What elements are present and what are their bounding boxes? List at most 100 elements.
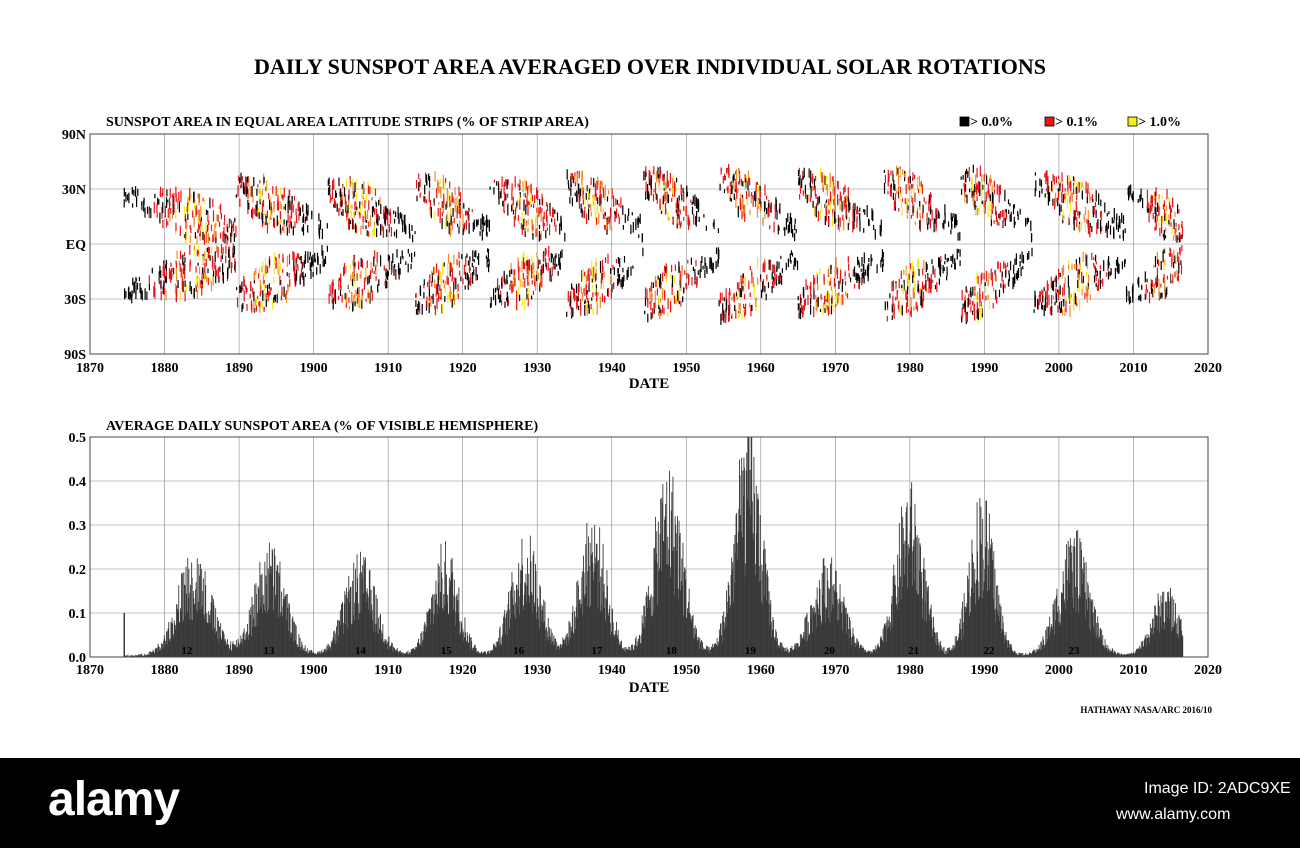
butterfly-mark [1041, 305, 1043, 310]
butterfly-mark [1178, 209, 1180, 214]
butterfly-mark [346, 178, 348, 188]
area-bar [703, 649, 705, 657]
butterfly-mark [698, 216, 700, 222]
butterfly-mark [999, 212, 1001, 221]
butterfly-mark [376, 228, 378, 237]
butterfly-mark [449, 225, 451, 237]
butterfly-mark [275, 186, 277, 196]
butterfly-mark [286, 220, 288, 227]
butterfly-mark [533, 262, 535, 272]
area-bar [391, 642, 393, 657]
butterfly-mark [204, 251, 206, 261]
butterfly-mark [441, 201, 443, 208]
butterfly-mark [582, 187, 584, 199]
butterfly-mark [905, 302, 908, 313]
butterfly-mark [816, 274, 818, 284]
area-bar [334, 630, 336, 657]
area-bar [370, 612, 371, 657]
area-bar [418, 638, 419, 657]
butterfly-mark [522, 257, 525, 269]
butterfly-mark [1145, 284, 1147, 291]
butterfly-mark [670, 274, 672, 279]
butterfly-mark [295, 262, 297, 274]
butterfly-mark [1040, 179, 1042, 188]
butterfly-mark [287, 201, 289, 213]
butterfly-mark [895, 165, 898, 177]
butterfly-mark [979, 283, 981, 287]
area-bar [278, 576, 280, 657]
area-bar [592, 552, 593, 657]
butterfly-mark [296, 253, 299, 259]
butterfly-mark [993, 220, 995, 224]
area-bar [334, 644, 336, 657]
butterfly-mark [652, 194, 655, 202]
area-bar [414, 650, 416, 657]
area-bar [474, 645, 475, 657]
butterfly-mark [587, 270, 589, 281]
butterfly-mark [207, 277, 209, 286]
area-bar [175, 625, 177, 657]
butterfly-mark [733, 193, 735, 201]
butterfly-mark [979, 293, 981, 303]
butterfly-mark [1162, 204, 1164, 210]
area-bar [607, 586, 608, 657]
butterfly-mark [540, 269, 542, 277]
butterfly-mark [961, 189, 963, 195]
area-bar [432, 594, 433, 657]
butterfly-mark [934, 219, 936, 224]
butterfly-mark [362, 215, 364, 223]
butterfly-mark [1177, 271, 1179, 282]
butterfly-mark [1076, 303, 1078, 307]
butterfly-mark [846, 214, 848, 220]
butterfly-mark [567, 291, 569, 303]
butterfly-mark [432, 202, 434, 206]
area-bar [406, 652, 408, 657]
area-bar [395, 650, 397, 657]
butterfly-mark [262, 290, 264, 301]
butterfly-mark [435, 286, 437, 296]
butterfly-mark [518, 186, 520, 190]
butterfly-mark [749, 266, 751, 271]
butterfly-mark [123, 199, 125, 208]
area-bar [389, 648, 390, 657]
butterfly-mark [184, 214, 186, 220]
area-bar [339, 610, 341, 657]
butterfly-mark [770, 202, 772, 213]
butterfly-mark [572, 287, 575, 299]
butterfly-mark [202, 232, 204, 241]
butterfly-mark [593, 178, 595, 188]
y-tick-label: 30N [62, 183, 86, 198]
area-bar [398, 651, 400, 657]
area-bar [545, 629, 546, 657]
butterfly-mark [1054, 198, 1056, 210]
butterfly-mark [646, 298, 649, 302]
butterfly-mark [262, 261, 264, 267]
butterfly-mark [912, 266, 914, 278]
butterfly-mark [535, 276, 537, 285]
butterfly-mark [1169, 205, 1172, 215]
area-bar [417, 642, 419, 657]
butterfly-mark [419, 178, 421, 187]
butterfly-mark [536, 228, 538, 237]
butterfly-mark [808, 168, 811, 179]
area-bar [670, 577, 672, 657]
butterfly-mark [123, 187, 125, 197]
butterfly-mark [321, 245, 323, 256]
butterfly-mark [581, 270, 583, 282]
butterfly-mark [981, 174, 983, 182]
area-bar [362, 565, 364, 657]
area-bar [183, 584, 185, 657]
butterfly-mark [501, 282, 503, 289]
butterfly-mark [383, 206, 385, 218]
area-bar [139, 654, 141, 657]
butterfly-mark [216, 269, 218, 277]
butterfly-mark [206, 276, 208, 282]
area-bar [749, 469, 751, 657]
area-bar [326, 645, 328, 657]
butterfly-mark [448, 190, 450, 202]
butterfly-mark [409, 230, 411, 238]
butterfly-mark [193, 246, 195, 251]
butterfly-mark [189, 225, 191, 229]
butterfly-mark [973, 189, 976, 196]
butterfly-mark [1037, 299, 1039, 310]
